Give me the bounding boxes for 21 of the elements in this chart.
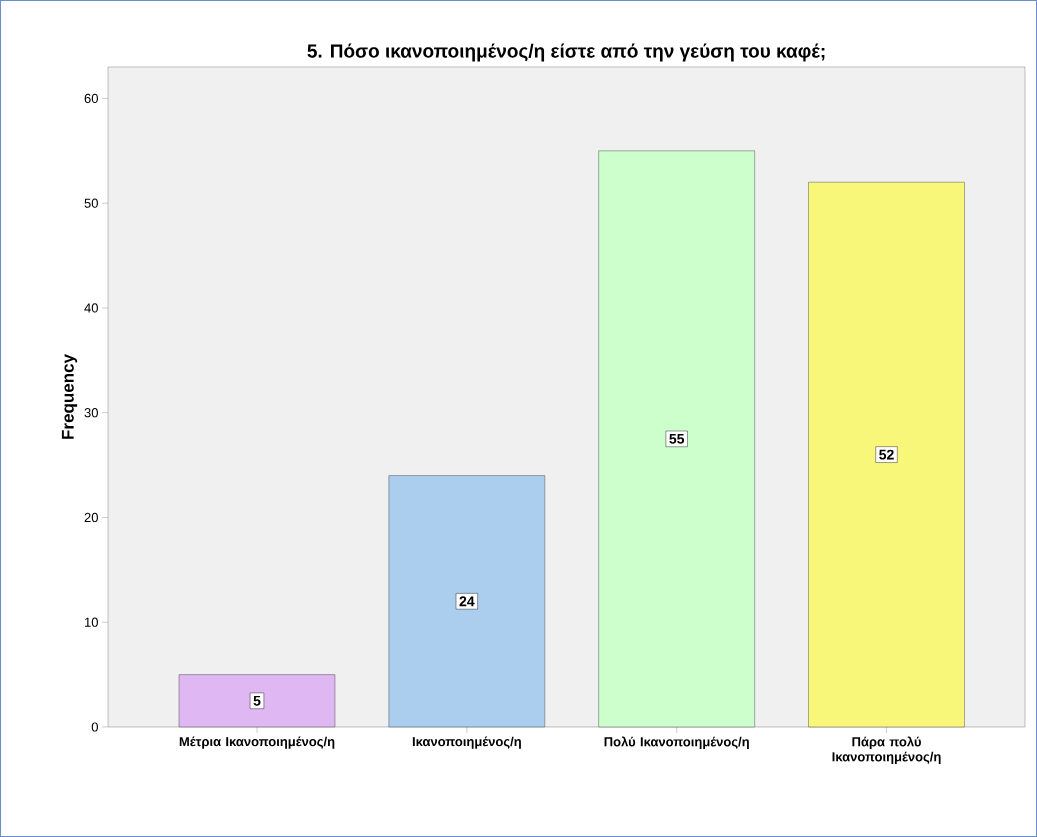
x-tick-label: Μέτρια Ικανοποιημένος/η — [179, 736, 335, 749]
y-tick-label: 30 — [84, 408, 98, 418]
y-tick-label: 10 — [85, 617, 98, 627]
bar — [388, 475, 546, 728]
bar — [178, 674, 336, 728]
x-tick-label: Πολύ Ικανοποιημένος/η — [604, 736, 749, 749]
y-tick-label: 20 — [84, 512, 98, 523]
data-label: 52 — [879, 449, 894, 460]
bar — [808, 182, 965, 728]
data-label: 55 — [669, 434, 685, 444]
y-tick-label: 50 — [84, 198, 98, 208]
bar — [598, 150, 755, 728]
y-tick-label: 60 — [84, 93, 98, 104]
x-tick-label: Ικανοποιημένος/η — [412, 736, 521, 749]
data-label: 5 — [253, 695, 261, 706]
x-tick-label: Πάρα πολύ Ικανοποιημένος/η — [832, 736, 941, 764]
y-axis-title: Frequency — [61, 354, 78, 439]
chart-title: 5. Πόσο ικανοποιημένος/η είστε από την γεύση του καφέ; — [307, 43, 825, 62]
data-label: 24 — [459, 596, 475, 607]
y-tick-label: 0 — [91, 722, 98, 732]
y-tick-label: 40 — [84, 303, 98, 313]
